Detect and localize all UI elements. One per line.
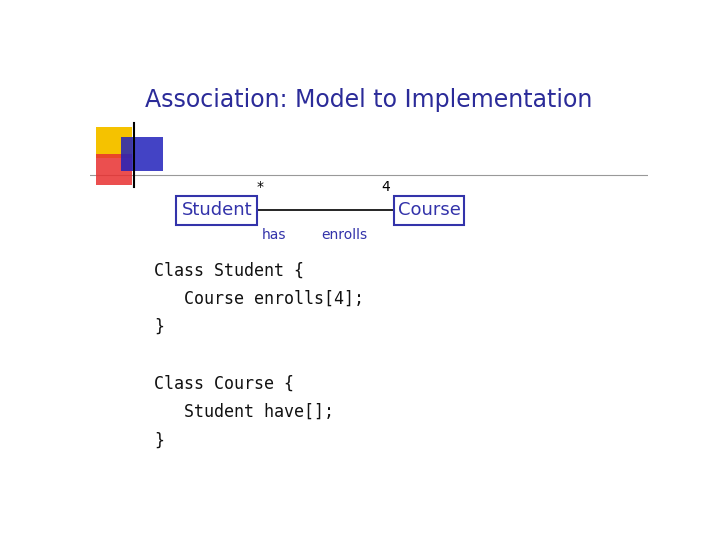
Bar [121,137,163,171]
Bar [96,127,132,158]
Text: enrolls: enrolls [322,228,368,242]
Text: Course: Course [397,201,460,219]
Text: Student: Student [181,201,252,219]
Text: }: } [154,431,164,449]
FancyBboxPatch shape [394,196,464,225]
Bar [96,154,132,185]
Text: Student have[];: Student have[]; [154,403,334,421]
Text: Class Student {: Class Student { [154,261,304,280]
Text: *: * [256,180,264,194]
FancyBboxPatch shape [176,196,258,225]
Text: Class Course {: Class Course { [154,375,294,393]
Text: Course enrolls[4];: Course enrolls[4]; [154,290,364,308]
Text: 4: 4 [382,180,390,194]
Text: Association: Model to Implementation: Association: Model to Implementation [145,88,593,112]
Text: }: } [154,318,164,336]
Text: has: has [262,228,287,242]
